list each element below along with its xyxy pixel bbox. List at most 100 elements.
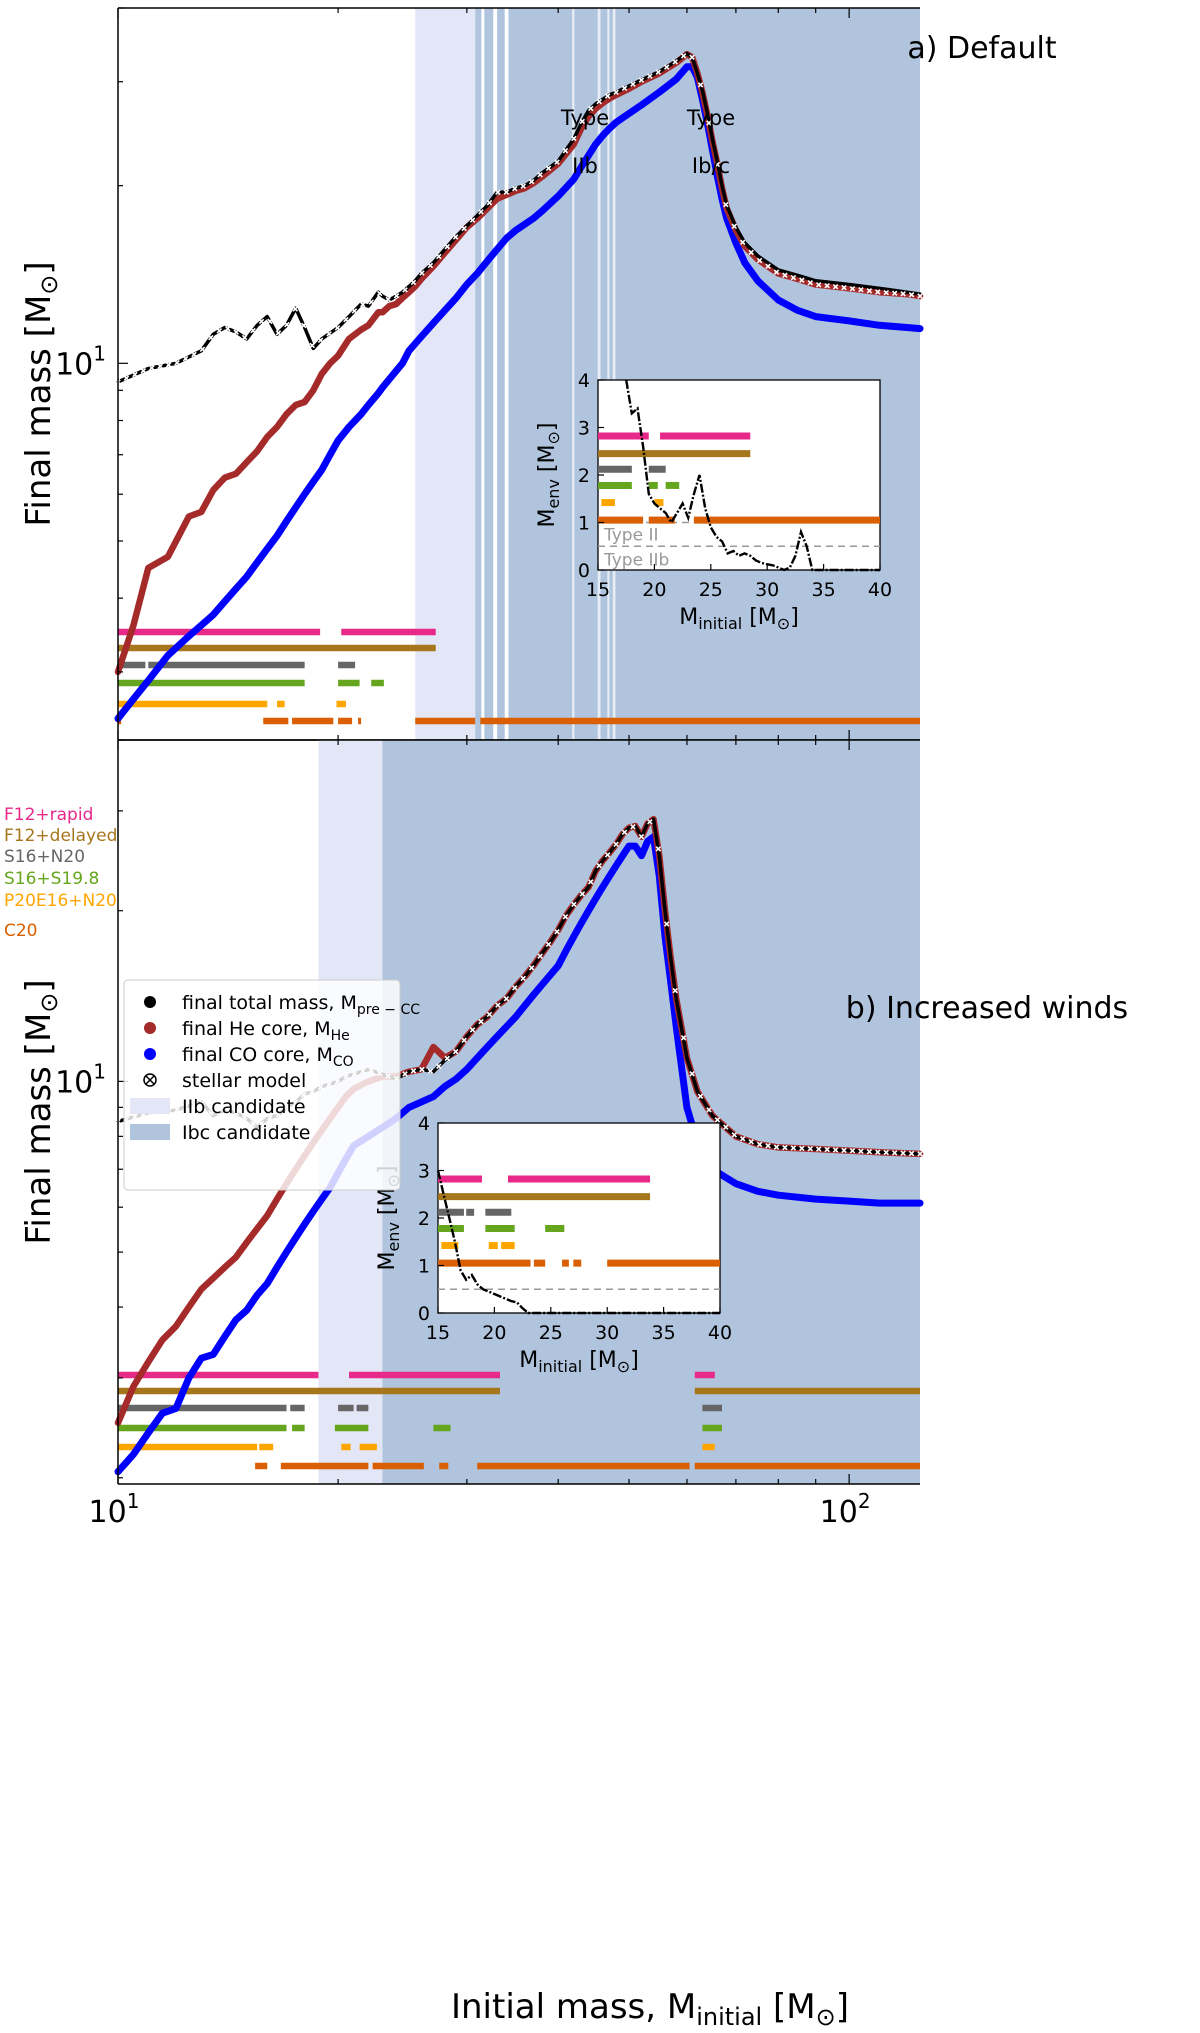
y-axis-label: Final mass [M⊙] [19,979,63,1244]
inset-y-tick-label: 4 [578,370,590,392]
legend-marker-dot [144,996,156,1008]
stellar-model-marker [478,1018,484,1025]
stellar-model-marker [503,189,510,195]
stellar-model-marker [908,1150,915,1157]
stellar-model-marker [773,1144,780,1150]
stellar-model-marker [208,334,214,341]
inset-envelope-curve [625,379,880,572]
stellar-model-marker [706,1107,712,1113]
stellar-model-marker [275,330,282,336]
ibc-band [484,8,494,740]
legend-marker-cross-ring [143,1073,157,1087]
legend-marker-dot [144,1048,156,1060]
stellar-model-marker [655,846,662,852]
stellar-model-marker [799,1145,805,1152]
stellar-model-marker [900,291,906,297]
stellar-model-marker [461,1037,467,1043]
stellar-model-marker [224,325,231,332]
stellar-model-marker [174,359,180,366]
stellar-model-marker [241,334,248,341]
stellar-model-marker [385,296,391,303]
stellar-model-marker [706,120,712,126]
legend-marker-cross [145,1075,155,1085]
inset-x-tick-label: 25 [699,579,723,601]
stellar-model-marker [613,841,619,847]
stellar-model-marker [233,329,239,335]
stellar-model-marker [427,1068,434,1074]
stellar-model-marker [368,299,375,305]
stellar-model-marker [579,891,586,897]
bar-label-p20e16: P20E16+N20 [4,891,117,911]
stellar-model-marker [469,217,476,223]
bar-label-f12-rapid: F12+rapid [4,805,93,825]
stellar-model-marker [571,135,577,142]
stellar-model-marker [891,1150,898,1156]
stellar-model-marker [790,1145,797,1151]
stellar-model-marker [883,289,889,296]
legend-entry-label: stellar model [182,1070,306,1092]
stellar-model-marker [545,941,552,948]
stellar-model-marker [638,833,645,840]
stellar-model-marker [562,147,569,154]
stellar-model-marker [402,287,408,293]
stellar-model-marker [554,928,560,935]
stellar-model-marker [393,292,400,299]
stellar-model-marker [613,89,619,95]
stellar-model-marker [875,1149,881,1155]
stellar-model-marker [858,286,864,293]
stellar-model-marker [824,282,830,289]
stellar-model-marker [554,159,560,165]
stellar-model-marker [528,178,535,185]
stellar-model-marker [697,82,704,88]
stellar-model-marker [452,234,459,240]
stellar-model-marker [672,987,678,994]
stellar-model-marker [807,280,814,286]
svg-text:Initial mass, Minitial [M⊙]: Initial mass, Minitial [M⊙] [451,1987,849,2031]
stellar-model-marker [419,270,425,276]
stellar-model-marker [520,183,526,189]
stellar-model-marker [410,1068,417,1074]
legend-marker-dot [144,1022,156,1034]
band-gap [597,8,601,740]
stellar-model-marker [714,161,721,168]
inset-y-tick-label: 1 [578,513,590,535]
inset-threshold-label: Type IIb [603,551,669,571]
stellar-model-marker [123,375,130,381]
stellar-model-marker [596,862,602,869]
legend-frame [123,979,401,1191]
stellar-model-marker [824,1146,830,1153]
stellar-model-marker [723,1124,729,1130]
stellar-model-marker [782,272,788,279]
stellar-model-marker [444,243,451,250]
y-tick-label: 101 [55,1059,106,1100]
stellar-model-marker [841,284,847,291]
stellar-model-marker [410,279,417,286]
stellar-model-marker [799,277,805,283]
stellar-model-marker [908,292,915,298]
stellar-model-marker [182,355,189,362]
stellar-model-marker [630,81,636,87]
inset-y-tick-label: 0 [418,1303,430,1325]
stellar-model-marker [571,901,577,908]
stellar-model-marker [748,1138,754,1145]
band-gap [572,8,575,740]
stellar-model-marker [621,85,628,91]
stellar-model-marker [292,306,299,312]
stellar-model-marker [250,327,256,334]
stellar-model-marker [883,1149,889,1156]
band-gap [607,8,610,740]
legend-entry-label: IIb candidate [182,1096,306,1118]
stellar-model-marker [495,1002,501,1008]
y-tick-label: 101 [55,341,106,382]
stellar-model-marker [132,371,138,378]
stellar-model-marker [689,54,695,60]
stellar-model-marker [849,1148,856,1154]
stellar-model-marker [486,1011,493,1018]
inset-y-tick-label: 3 [418,1161,430,1183]
inset-x-tick-label: 15 [426,1322,450,1344]
stellar-model-marker [317,337,324,343]
stellar-model-marker [604,93,611,99]
stellar-model-marker [149,365,155,371]
stellar-model-marker [849,285,856,292]
